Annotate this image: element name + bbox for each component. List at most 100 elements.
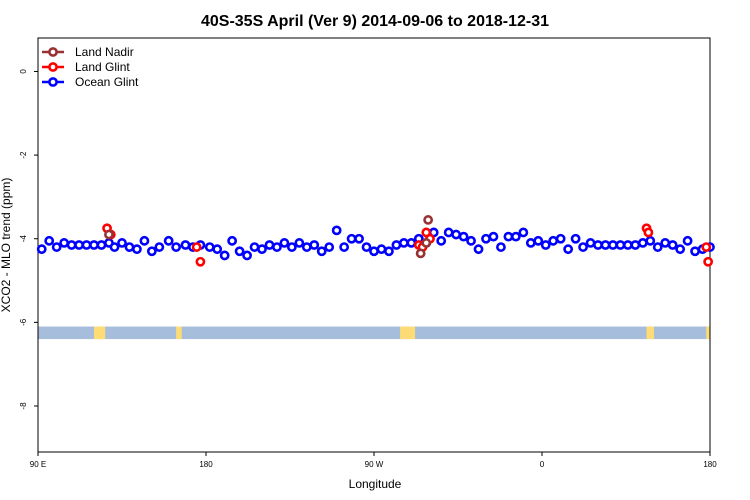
ocean-band: [38, 326, 710, 340]
legend-marker: [48, 77, 58, 87]
legend-label: Ocean Glint: [75, 75, 139, 89]
y-tick-label: -8: [19, 402, 28, 410]
legend-label: Land Nadir: [75, 45, 134, 59]
land-patch: [646, 326, 654, 340]
data-point: [354, 233, 364, 244]
data-point: [701, 242, 712, 252]
data-point: [227, 235, 238, 246]
y-axis: 0 -2 -4 -6 -8: [19, 69, 38, 410]
data-point: [212, 244, 223, 255]
data-point: [286, 242, 297, 252]
data-point: [406, 238, 417, 248]
data-point: [533, 235, 544, 246]
legend-marker: [48, 62, 58, 72]
data-point: [294, 238, 305, 248]
data-point: [132, 244, 142, 255]
data-point: [518, 227, 529, 238]
land-patch: [400, 326, 416, 340]
data-point: [398, 238, 409, 248]
data-point: [630, 240, 641, 250]
data-point: [660, 238, 671, 248]
data-point: [139, 235, 150, 246]
data-point: [104, 229, 114, 240]
data-point: [44, 235, 55, 246]
data-point: [593, 240, 603, 250]
data-point: [690, 246, 700, 257]
data-point: [309, 240, 320, 250]
y-axis-label: XCO2 - MLO trend (ppm): [0, 178, 13, 313]
data-point: [466, 235, 476, 246]
data-point: [163, 235, 174, 246]
data-point: [204, 242, 215, 252]
data-point: [481, 233, 491, 244]
data-point: [443, 227, 454, 238]
data-point: [608, 240, 618, 250]
legend-marker: [48, 47, 58, 57]
data-point: [36, 244, 47, 255]
data-point: [346, 233, 357, 244]
data-point: [279, 238, 290, 248]
data-point: [195, 256, 206, 267]
data-point: [301, 242, 312, 252]
land-patch: [94, 326, 106, 340]
x-tick-label: 180: [703, 460, 717, 469]
data-point: [496, 242, 506, 252]
data-point: [249, 242, 260, 252]
data-point: [645, 235, 656, 246]
data-point: [391, 240, 402, 250]
data-point: [219, 250, 230, 261]
data-point: [59, 238, 70, 248]
data-point: [503, 231, 514, 242]
y-tick-label: -6: [19, 318, 28, 326]
data-point: [124, 242, 135, 252]
data-point: [191, 242, 202, 252]
x-tick-label: 0: [540, 460, 545, 469]
y-tick-label: 0: [19, 69, 28, 74]
data-point: [643, 227, 654, 238]
data-point: [316, 246, 327, 257]
data-point: [74, 240, 84, 250]
data-point: [171, 242, 182, 252]
data-point: [96, 240, 107, 250]
data-point: [234, 246, 245, 257]
x-axis-label: Longitude: [349, 477, 402, 491]
data-point: [180, 240, 191, 250]
data-point: [154, 242, 165, 252]
data-point: [415, 248, 426, 259]
data-point: [667, 240, 678, 250]
data-point: [600, 240, 611, 250]
data-point: [264, 240, 275, 250]
data-point: [339, 242, 350, 252]
data-point: [570, 233, 581, 244]
data-point: [473, 244, 484, 255]
data-point: [324, 242, 335, 252]
x-tick-label: 90 E: [30, 460, 46, 469]
data-point: [458, 231, 469, 242]
data-point: [257, 244, 267, 255]
data-point: [436, 235, 447, 246]
data-point: [540, 240, 551, 250]
data-point: [703, 256, 714, 267]
data-point: [384, 246, 394, 257]
data-point: [548, 235, 559, 246]
data-point: [451, 229, 462, 240]
data-point: [510, 231, 521, 242]
data-point: [622, 240, 633, 250]
data-point: [675, 244, 686, 255]
land-patch: [706, 326, 710, 340]
data-point: [423, 215, 434, 225]
land-patch: [176, 326, 182, 340]
data-point: [563, 244, 574, 255]
data-point: [146, 246, 157, 257]
data-point: [421, 238, 432, 248]
data-point: [331, 225, 342, 236]
data-point: [51, 242, 62, 252]
data-point: [81, 240, 92, 250]
y-tick-label: -2: [19, 151, 28, 159]
data-point: [555, 233, 566, 244]
land-ocean-strip: [38, 326, 710, 340]
data-point: [615, 240, 626, 250]
data-point: [361, 242, 372, 252]
